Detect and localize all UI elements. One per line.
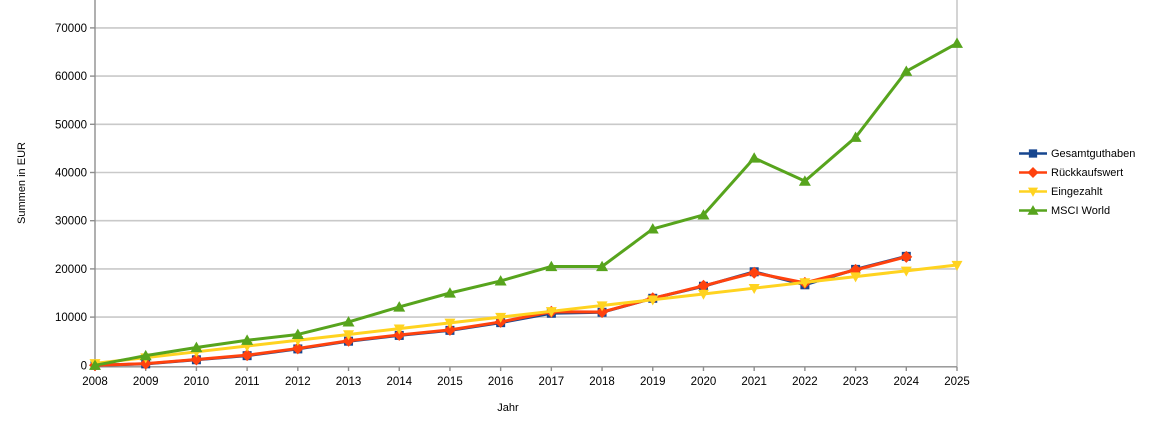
data-point-r-ckkaufswert xyxy=(139,357,152,370)
data-point-msci-world xyxy=(900,65,913,76)
x-tick-label: 2016 xyxy=(488,376,514,388)
x-tick-label: 2024 xyxy=(893,376,919,388)
x-tick-label: 2022 xyxy=(792,376,818,388)
legend-triangle-up-icon xyxy=(1019,205,1047,215)
data-point-msci-world xyxy=(342,316,355,327)
data-point-r-ckkaufswert xyxy=(393,328,406,341)
x-tick-label: 2008 xyxy=(82,376,108,388)
data-point-msci-world xyxy=(291,328,304,340)
data-point-msci-world xyxy=(241,334,254,345)
data-point-msci-world xyxy=(545,260,558,272)
data-point-msci-world xyxy=(748,152,761,163)
legend-label: Eingezahlt xyxy=(1051,185,1103,198)
data-point-r-ckkaufswert xyxy=(748,266,761,279)
legend-item-gesamtguthaben[interactable]: Gesamtguthaben xyxy=(1018,144,1135,163)
x-tick-label: 2021 xyxy=(741,376,767,388)
x-tick-label: 2010 xyxy=(184,376,210,388)
legend-item-msci-world[interactable]: MSCI World xyxy=(1018,201,1135,220)
x-tick-label: 2019 xyxy=(640,376,666,388)
x-axis-title: Jahr xyxy=(497,402,519,414)
legend-label: Gesamtguthaben xyxy=(1051,147,1136,160)
y-tick-label: 10000 xyxy=(55,312,87,324)
data-point-eingezahlt xyxy=(495,312,507,323)
data-point-msci-world xyxy=(494,275,507,286)
x-tick-label: 2015 xyxy=(437,376,463,388)
y-tick-label: 30000 xyxy=(55,216,87,228)
x-tick-label: 2017 xyxy=(539,376,565,388)
y-tick-label: 0 xyxy=(81,360,87,372)
data-point-eingezahlt xyxy=(799,278,811,289)
data-point-msci-world xyxy=(697,209,710,220)
legend-item-r-ckkaufswert[interactable]: Rückkaufswert xyxy=(1018,163,1135,182)
x-tick-label: 2014 xyxy=(386,376,412,388)
data-point-r-ckkaufswert xyxy=(900,250,913,263)
x-tick-label: 2018 xyxy=(589,376,615,388)
data-point-eingezahlt xyxy=(444,318,456,329)
data-point-msci-world xyxy=(393,301,406,312)
x-tick-label: 2011 xyxy=(235,376,260,388)
data-point-eingezahlt xyxy=(596,301,608,312)
data-point-r-ckkaufswert xyxy=(697,279,710,292)
data-point-r-ckkaufswert xyxy=(190,353,203,366)
data-point-eingezahlt xyxy=(647,295,659,306)
data-point-r-ckkaufswert xyxy=(342,334,355,347)
data-point-r-ckkaufswert xyxy=(291,342,304,355)
legend-label: MSCI World xyxy=(1051,204,1111,217)
y-tick-label: 60000 xyxy=(55,71,87,83)
data-point-msci-world xyxy=(190,341,203,353)
legend-item-eingezahlt[interactable]: Eingezahlt xyxy=(1018,182,1135,201)
legend-square-icon xyxy=(1019,149,1047,158)
data-point-r-ckkaufswert xyxy=(443,323,456,336)
data-point-msci-world xyxy=(443,287,456,298)
data-point-msci-world xyxy=(596,260,609,272)
legend-label: Rückkaufswert xyxy=(1051,166,1124,179)
data-point-r-ckkaufswert xyxy=(241,349,254,362)
y-tick-label: 70000 xyxy=(55,23,87,35)
data-point-msci-world xyxy=(646,223,659,234)
data-point-eingezahlt xyxy=(748,283,760,294)
y-tick-label: 20000 xyxy=(55,264,87,276)
data-point-eingezahlt xyxy=(697,289,709,300)
x-tick-label: 2013 xyxy=(336,376,362,388)
series-line-msci-world xyxy=(93,41,959,367)
x-tick-label: 2023 xyxy=(843,376,869,388)
data-point-msci-world xyxy=(849,131,862,142)
x-tick-label: 2025 xyxy=(944,376,970,388)
data-point-msci-world xyxy=(951,37,963,48)
data-point-msci-world xyxy=(89,359,101,370)
legend-diamond-icon xyxy=(1019,166,1047,179)
data-point-eingezahlt xyxy=(900,266,912,277)
legend-triangle-down-icon xyxy=(1019,187,1047,197)
y-tick-label: 50000 xyxy=(55,119,87,131)
data-point-msci-world xyxy=(798,175,811,186)
y-axis-title: Summen in EUR xyxy=(16,142,28,224)
data-point-msci-world xyxy=(139,349,152,361)
x-tick-label: 2020 xyxy=(691,376,717,388)
x-tick-label: 2012 xyxy=(285,376,311,388)
chart-legend: Gesamtguthaben Rückkaufswert Eingezahlt MSC… xyxy=(1018,144,1135,220)
x-tick-label: 2009 xyxy=(133,376,159,388)
data-point-eingezahlt xyxy=(951,260,963,271)
data-point-eingezahlt xyxy=(393,324,405,335)
series-line-eingezahlt xyxy=(93,263,959,365)
data-point-r-ckkaufswert xyxy=(596,306,609,319)
data-point-eingezahlt xyxy=(850,272,862,283)
data-point-eingezahlt xyxy=(343,330,355,341)
y-tick-label: 40000 xyxy=(55,168,87,180)
data-point-eingezahlt xyxy=(545,307,557,318)
